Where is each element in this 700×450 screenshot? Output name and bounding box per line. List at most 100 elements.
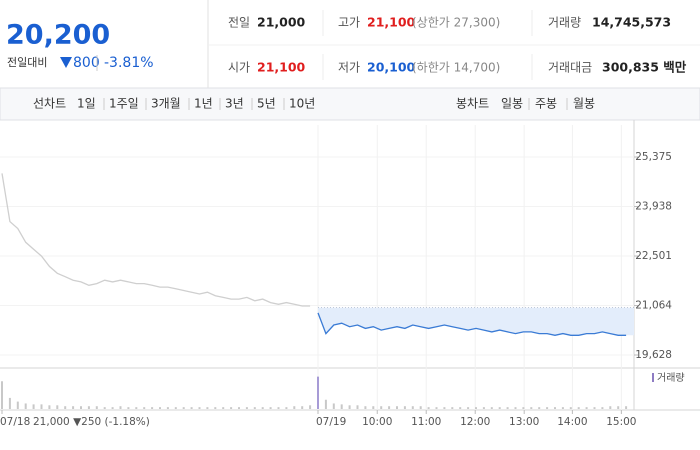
- volume-bar: [546, 407, 549, 409]
- field-label: 거래량: [548, 16, 581, 30]
- volume-bar: [593, 407, 596, 409]
- change: 800: [73, 55, 100, 71]
- volume-bar: [585, 407, 588, 409]
- volume-bar: [301, 406, 304, 409]
- volume-bar: [309, 405, 312, 409]
- volume-bar: [427, 407, 430, 409]
- x-tick-label: 15:00: [606, 416, 636, 428]
- volume-bar: [451, 407, 454, 409]
- volume-bar: [293, 406, 296, 409]
- volume-bar: [467, 407, 470, 409]
- volume-bar: [435, 407, 438, 409]
- volume-bar: [111, 407, 114, 409]
- volume-bar: [151, 407, 154, 409]
- change-pct: -3.81%: [104, 55, 154, 71]
- tab[interactable]: 1일: [77, 97, 96, 111]
- volume-bar: [261, 407, 264, 409]
- volume-bar: [230, 407, 233, 409]
- volume-bar: [396, 406, 398, 409]
- volume-bar: [569, 407, 572, 409]
- volume-bar: [530, 407, 533, 409]
- tab[interactable]: 월봉: [573, 97, 595, 111]
- volume-bar: [253, 407, 256, 409]
- volume-bar: [16, 401, 19, 409]
- price-line: [317, 312, 627, 336]
- volume-bar: [403, 406, 406, 409]
- volume-bar: [324, 399, 327, 409]
- field-value: 14,745,573: [592, 15, 671, 30]
- tab-group-label: 선차트: [33, 97, 66, 111]
- field-value: 21,100: [367, 15, 416, 30]
- volume-bar: [348, 405, 351, 409]
- volume-bar: [380, 406, 383, 409]
- volume-bar: [206, 407, 209, 409]
- volume-bar: [285, 407, 288, 409]
- field-label: 저가: [338, 61, 360, 75]
- volume-bar: [419, 406, 422, 409]
- volume-bar: [182, 407, 185, 409]
- current-price: 20,200: [6, 20, 110, 51]
- volume-bar: [411, 406, 414, 409]
- x-tick-label: 14:00: [557, 416, 587, 428]
- y-tick-label: 19,628: [635, 349, 672, 361]
- volume-bar: [577, 407, 580, 409]
- volume-bar: [475, 407, 477, 409]
- volume-bar: [48, 405, 51, 409]
- volume-bar: [238, 407, 240, 409]
- field-label: 고가: [338, 16, 360, 30]
- volume-bar: [554, 407, 556, 409]
- field-note: (상한가 27,300): [412, 16, 500, 30]
- volume-bar: [159, 407, 161, 409]
- tabs: 선차트 1일 1주일 3개월 1년 3년 5년 10년 봉차트 일봉 주봉 월봉: [33, 97, 595, 111]
- volume-bar: [356, 405, 359, 409]
- volume-bar: [214, 407, 217, 409]
- volume-bar: [388, 406, 391, 409]
- volume-bar: [601, 407, 604, 409]
- tab-group-label: 봉차트: [456, 97, 489, 111]
- chart: 25,375 23,938 22,501 21,064 19,628 07/18 07/19…: [0, 120, 700, 428]
- tab[interactable]: 3개월: [151, 97, 181, 111]
- volume-bar: [103, 407, 106, 409]
- area-fill: [318, 307, 634, 336]
- field-value: 300,835 백만: [602, 60, 687, 75]
- volume-bar: [561, 407, 564, 409]
- y-tick-label: 22,501: [635, 250, 672, 262]
- volume-bar: [80, 406, 82, 409]
- field-value: 21,100: [257, 60, 306, 75]
- volume-bar: [72, 406, 75, 409]
- x-tick-label: 10:00: [362, 416, 392, 428]
- volume-bar: [538, 407, 541, 409]
- tab[interactable]: 1년: [194, 97, 213, 111]
- volume-bar: [190, 407, 193, 409]
- field-label: 거래대금: [548, 61, 592, 75]
- tab[interactable]: 주봉: [535, 97, 557, 111]
- down-arrow: [60, 57, 72, 68]
- tab[interactable]: 일봉: [501, 97, 523, 111]
- y-tick-label: 25,375: [635, 151, 672, 163]
- volume-bar: [490, 407, 493, 409]
- x-tick-label: 07/19: [316, 416, 346, 428]
- field-value: 20,100: [367, 60, 416, 75]
- volume-bar: [443, 407, 446, 409]
- tab[interactable]: 1주일: [109, 97, 139, 111]
- volume-bar: [617, 406, 620, 409]
- volume-bar: [459, 407, 462, 409]
- volume-bar: [364, 406, 367, 409]
- tab[interactable]: 5년: [257, 97, 276, 111]
- price-line: [1, 173, 311, 307]
- volume-bar: [95, 406, 98, 409]
- volume-bar: [482, 407, 485, 409]
- x-tick-label: 07/18: [0, 416, 30, 428]
- tab[interactable]: 3년: [225, 97, 244, 111]
- volume-bar: [56, 405, 59, 409]
- volume-bar: [506, 407, 509, 409]
- x-tick-label: 11:00: [411, 416, 441, 428]
- volume-bar: [332, 403, 335, 409]
- volume-bar: [222, 407, 225, 409]
- volume-bar: [340, 404, 343, 409]
- volume-bar: [32, 404, 35, 409]
- tab[interactable]: 10년: [289, 97, 315, 111]
- header-bg: [0, 0, 700, 88]
- volume-bar: [514, 407, 517, 409]
